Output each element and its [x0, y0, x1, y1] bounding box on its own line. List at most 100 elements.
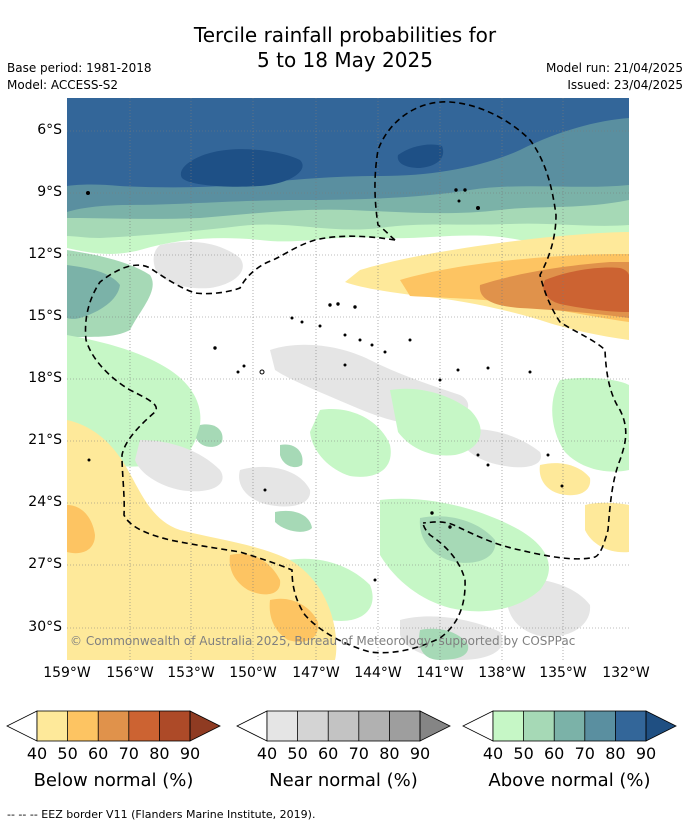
- near-40-d: [239, 466, 311, 507]
- near-colorbar-frame: [266, 710, 421, 742]
- below-colorbar-tick: 50: [57, 744, 78, 763]
- near-colorbar-tick: 70: [348, 744, 369, 763]
- latitude-tick-label: 30°S: [28, 619, 62, 635]
- below-colorbar-segment: [128, 711, 160, 741]
- eez-borders: [84, 101, 627, 654]
- longitude-tick-label: 135°W: [539, 665, 587, 681]
- near-colorbar-tick: 80: [379, 744, 400, 763]
- colorbars-group: [6, 710, 677, 742]
- above-90-patch-west: [180, 149, 303, 187]
- near-40-c: [135, 440, 223, 492]
- above-colorbar-tick: 70: [574, 744, 595, 763]
- longitude-tick-label: 150°W: [229, 665, 277, 681]
- eez-border-north: [374, 101, 627, 560]
- latitude-tick-label: 27°S: [28, 556, 62, 572]
- near-colorbar-segment: [328, 711, 359, 741]
- above-east-1: [552, 377, 629, 472]
- map-title-line2: 5 to 18 May 2025: [257, 48, 433, 72]
- above-colorbar-frame: [492, 710, 647, 742]
- below-colorbar-max-arrow: [189, 710, 221, 742]
- below-colorbar-tick: 80: [149, 744, 170, 763]
- near-colorbar-segment: [267, 711, 298, 741]
- above-central-2: [310, 409, 391, 477]
- below-50-sw-3: [269, 598, 319, 642]
- latitude-tick-label: 9°S: [37, 184, 62, 200]
- above-colorbar-segment: [554, 711, 585, 741]
- below-colorbar-tick: 90: [179, 744, 201, 763]
- above-colorbar-tick: 60: [544, 744, 565, 763]
- above-colorbar-tick: 80: [605, 744, 626, 763]
- near-colorbar-segment: [358, 711, 390, 741]
- copyright-text: © Commonwealth of Australia 2025, Bureau…: [70, 634, 576, 648]
- near-colorbar-tick: 90: [409, 744, 431, 763]
- issued-label: Issued: 23/04/2025: [567, 78, 683, 92]
- longitude-tick-label: 156°W: [106, 665, 154, 681]
- near-40-e: [459, 429, 541, 468]
- near-colorbar-title: Near normal (%): [269, 770, 418, 791]
- above-90-patch-east: [397, 144, 444, 168]
- above-colorbar-segment: [615, 711, 646, 741]
- latitude-tick-label: 12°S: [28, 246, 62, 262]
- model-label: Model: ACCESS-S2: [7, 78, 119, 92]
- below-50-sw-2: [229, 553, 281, 595]
- latitude-tick-label: 21°S: [28, 432, 62, 448]
- base-period-label: Base period: 1981-2018: [7, 61, 152, 75]
- latitude-tick-label: 24°S: [28, 494, 62, 510]
- below-colorbar-segment: [67, 711, 99, 741]
- above-colorbar-min-arrow: [462, 710, 494, 742]
- above-small-3: [275, 510, 312, 532]
- above-central-1: [390, 388, 481, 456]
- latitude-tick-label: 15°S: [28, 308, 62, 324]
- eez-border-cook: [84, 235, 466, 654]
- above-west-green: [67, 335, 201, 467]
- above-south-4: [419, 628, 469, 660]
- below-40-east-s: [539, 463, 591, 496]
- below-colorbar-segment: [37, 711, 68, 741]
- longitude-tick-label: 132°W: [602, 665, 650, 681]
- above-colorbar-segment: [493, 711, 524, 741]
- below-70-east: [543, 267, 629, 312]
- above-colorbar-segment: [584, 711, 616, 741]
- near-colorbar-max-arrow: [419, 710, 451, 742]
- above-colorbar-tick: 50: [513, 744, 534, 763]
- map-gridlines: [67, 98, 629, 660]
- below-colorbar-tick: 40: [26, 744, 48, 763]
- near-colorbar-segment: [297, 711, 329, 741]
- longitude-tick-label: 159°W: [43, 665, 91, 681]
- below-40-east-s2: [585, 502, 629, 553]
- below-colorbar-min-arrow: [6, 710, 38, 742]
- below-50-sw-1: [67, 505, 95, 554]
- longitude-tick-label: 153°W: [167, 665, 215, 681]
- near-colorbar-tick: 50: [287, 744, 308, 763]
- above-south-2: [419, 516, 496, 563]
- below-colorbar-segment: [159, 711, 190, 741]
- above-colorbar-tick: 90: [635, 744, 657, 763]
- near-colorbar-tick: 40: [256, 744, 278, 763]
- longitude-tick-label: 141°W: [416, 665, 464, 681]
- longitude-tick-label: 144°W: [354, 665, 402, 681]
- below-colorbar-title: Below normal (%): [33, 770, 194, 791]
- map-title-line1: Tercile rainfall probabilities for: [193, 23, 497, 47]
- longitude-tick-label: 138°W: [478, 665, 526, 681]
- longitude-tick-label: 147°W: [292, 665, 340, 681]
- white-gap-1: [340, 499, 379, 528]
- above-colorbar-max-arrow: [645, 710, 677, 742]
- eez-footnote: -- -- -- EEZ border V11 (Flanders Marine…: [7, 808, 316, 821]
- model-run-label: Model run: 21/04/2025: [545, 61, 683, 75]
- islands: [86, 188, 564, 582]
- below-40-sw: [67, 420, 337, 660]
- latitude-tick-label: 18°S: [28, 370, 62, 386]
- below-colorbar-tick: 70: [118, 744, 139, 763]
- near-colorbar-segment: [389, 711, 420, 741]
- below-colorbar-segment: [98, 711, 129, 741]
- above-colorbar-segment: [523, 711, 555, 741]
- above-colorbar-tick: 40: [482, 744, 504, 763]
- near-colorbar-min-arrow: [236, 710, 268, 742]
- near-40-a: [153, 241, 243, 289]
- near-colorbar-tick: 60: [318, 744, 339, 763]
- below-colorbar-frame: [36, 710, 191, 742]
- above-small-2: [280, 444, 303, 468]
- above-colorbar-title: Above normal (%): [488, 770, 651, 791]
- latitude-tick-label: 6°S: [37, 122, 62, 138]
